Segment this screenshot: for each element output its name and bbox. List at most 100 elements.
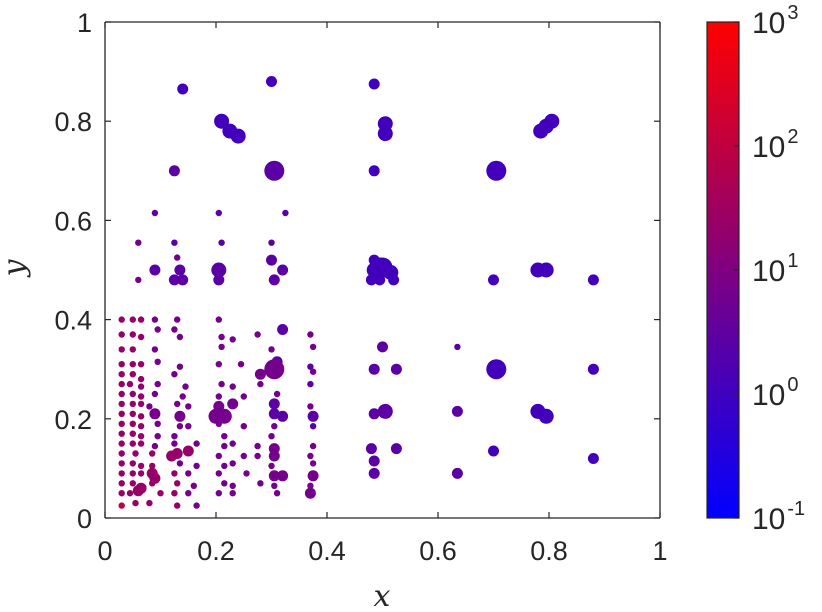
data-point bbox=[377, 341, 388, 353]
data-point bbox=[118, 380, 125, 388]
data-point bbox=[277, 264, 289, 276]
y-tick-label: 1 bbox=[77, 8, 92, 38]
data-point bbox=[171, 371, 178, 378]
data-point bbox=[118, 470, 125, 477]
data-point bbox=[218, 239, 225, 246]
x-tick-label: 1 bbox=[652, 536, 667, 566]
data-point bbox=[118, 490, 125, 497]
data-point bbox=[215, 452, 222, 460]
data-point bbox=[137, 462, 145, 470]
data-point bbox=[157, 490, 164, 497]
data-point bbox=[377, 126, 393, 142]
data-point bbox=[129, 400, 136, 408]
x-tick-label: 0 bbox=[97, 536, 112, 566]
data-point bbox=[171, 490, 178, 497]
data-point bbox=[149, 408, 161, 420]
data-point bbox=[368, 467, 380, 479]
data-point bbox=[151, 346, 159, 353]
data-point bbox=[168, 274, 180, 286]
data-point bbox=[587, 363, 599, 375]
data-point bbox=[254, 452, 261, 460]
data-point bbox=[129, 316, 136, 323]
data-point bbox=[151, 209, 159, 217]
data-point bbox=[190, 482, 197, 489]
data-point bbox=[486, 160, 507, 181]
data-point bbox=[193, 462, 200, 470]
data-point bbox=[171, 239, 178, 246]
data-point bbox=[309, 343, 317, 351]
data-point bbox=[215, 361, 222, 368]
data-point bbox=[307, 331, 314, 338]
data-point bbox=[213, 274, 225, 286]
data-point bbox=[129, 361, 136, 368]
data-point bbox=[118, 480, 125, 487]
data-point bbox=[277, 410, 289, 422]
data-point bbox=[174, 480, 181, 487]
data-point bbox=[137, 423, 145, 430]
data-point bbox=[211, 262, 227, 278]
data-point bbox=[266, 76, 277, 87]
data-point bbox=[377, 403, 393, 419]
data-point bbox=[266, 254, 277, 266]
data-point bbox=[365, 274, 377, 286]
data-point bbox=[137, 383, 145, 390]
data-point bbox=[273, 390, 281, 398]
data-point bbox=[587, 453, 599, 464]
data-point bbox=[177, 83, 189, 95]
data-point bbox=[214, 113, 230, 129]
y-tick-label: 0.6 bbox=[54, 206, 92, 236]
data-point bbox=[118, 450, 125, 457]
data-point bbox=[221, 462, 228, 470]
data-point bbox=[268, 408, 280, 420]
data-point bbox=[307, 380, 314, 388]
data-point bbox=[149, 462, 156, 470]
data-point bbox=[309, 442, 317, 450]
data-point bbox=[307, 363, 314, 370]
data-point bbox=[137, 433, 145, 440]
data-point bbox=[215, 316, 222, 323]
y-tick-label: 0.2 bbox=[54, 405, 92, 435]
axes bbox=[104, 21, 661, 519]
data-point bbox=[174, 264, 186, 276]
data-point bbox=[254, 442, 261, 450]
data-point bbox=[137, 333, 145, 341]
data-point bbox=[182, 383, 189, 390]
data-point bbox=[368, 78, 380, 90]
data-point bbox=[227, 398, 239, 410]
data-point bbox=[229, 482, 236, 489]
data-point bbox=[118, 400, 125, 408]
data-point bbox=[221, 442, 228, 450]
data-point bbox=[282, 209, 289, 217]
data-point bbox=[129, 346, 136, 353]
data-point bbox=[538, 262, 554, 278]
data-point bbox=[240, 393, 247, 400]
data-point bbox=[129, 470, 136, 477]
tick-layer: 0 0.2 0.4 0.6 0.8 1 0 0.2 0.4 0.6 0.8 1 bbox=[54, 8, 667, 566]
data-point bbox=[185, 470, 192, 477]
data-point bbox=[215, 393, 222, 400]
data-point bbox=[149, 264, 161, 276]
colorbar bbox=[706, 21, 740, 519]
data-point bbox=[118, 430, 125, 437]
data-point bbox=[268, 433, 275, 440]
data-point bbox=[257, 380, 264, 388]
data-point bbox=[268, 274, 280, 286]
data-point bbox=[216, 408, 232, 424]
data-point bbox=[185, 490, 192, 497]
data-point bbox=[193, 440, 200, 447]
data-point bbox=[129, 460, 136, 467]
data-point bbox=[132, 499, 139, 507]
data-point bbox=[179, 393, 186, 400]
data-point bbox=[368, 363, 380, 375]
data-point bbox=[171, 470, 178, 477]
data-point bbox=[264, 359, 285, 380]
data-point bbox=[137, 393, 145, 400]
data-point bbox=[176, 333, 184, 341]
data-point bbox=[176, 423, 184, 430]
data-point bbox=[151, 316, 159, 323]
x-tick-label: 0.6 bbox=[419, 536, 457, 566]
data-point bbox=[243, 470, 250, 477]
data-point bbox=[218, 333, 225, 341]
data-point bbox=[118, 331, 125, 338]
